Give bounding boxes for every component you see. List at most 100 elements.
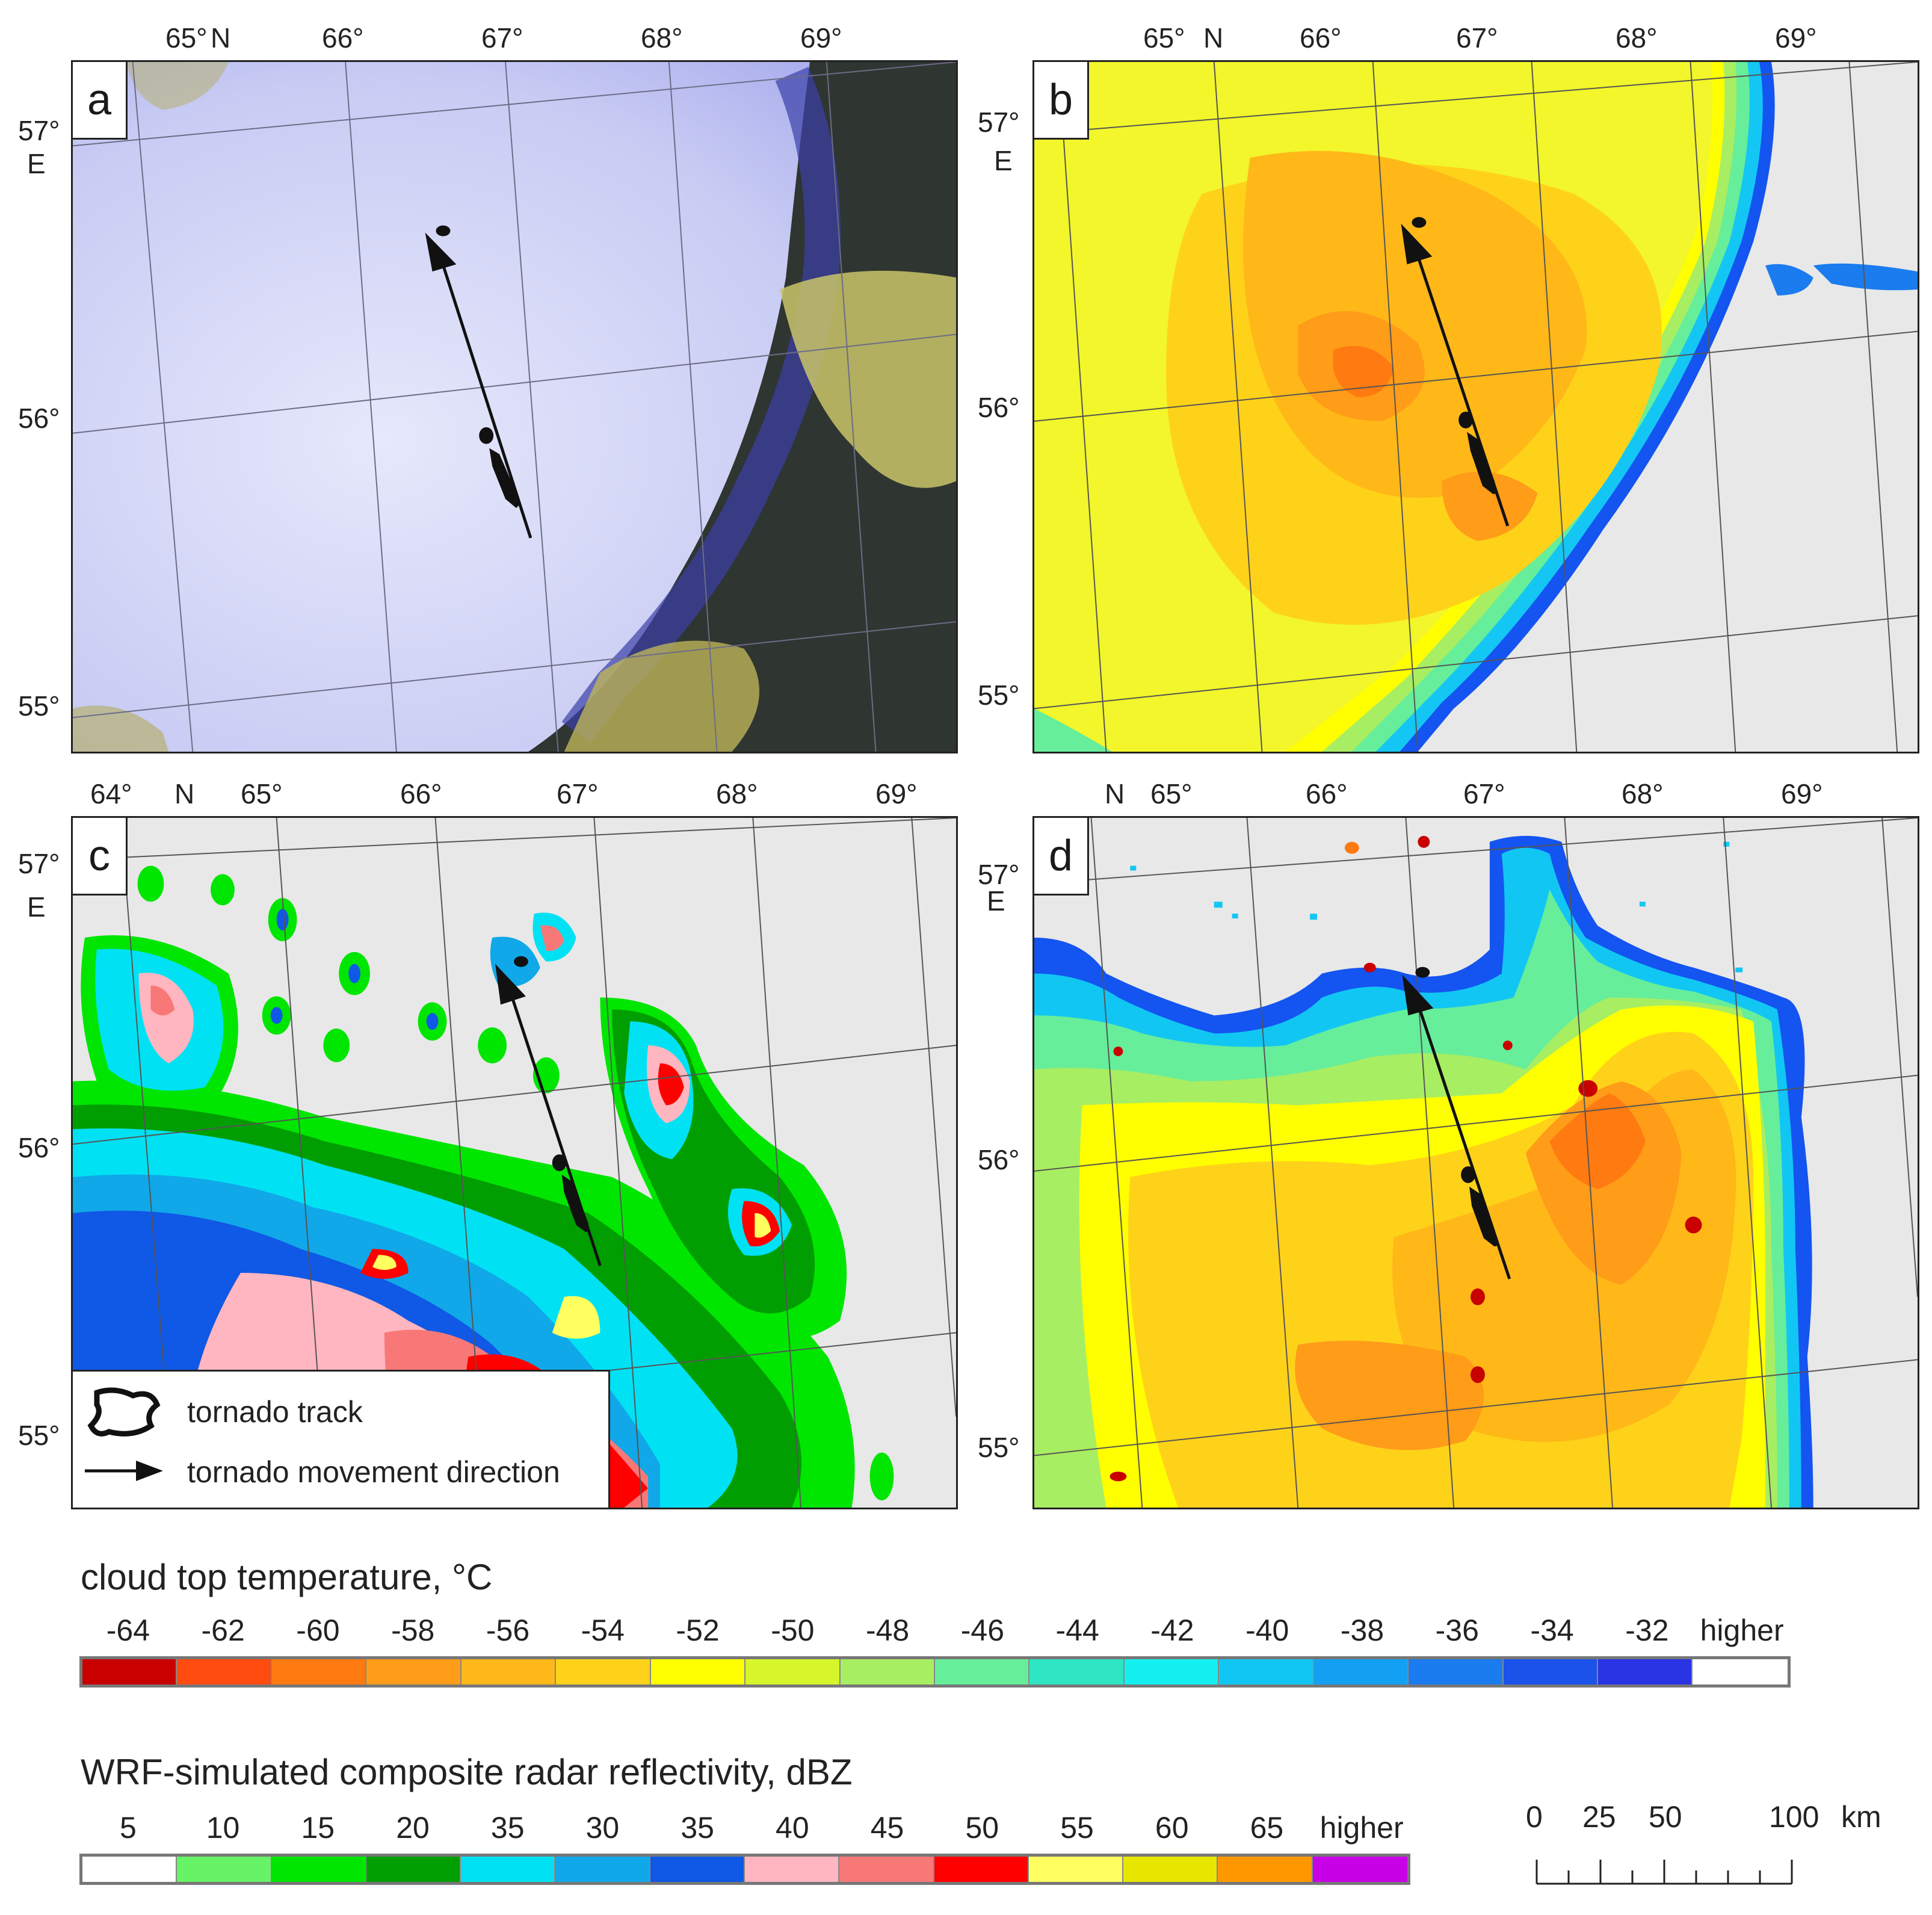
panel-d-lat-E: E <box>987 885 1005 917</box>
cloud-top-temp-label-16: -32 <box>1625 1613 1669 1647</box>
cloud-top-temp-swatch-14 <box>1409 1659 1504 1685</box>
radar-reflectivity-swatch-6 <box>650 1857 745 1882</box>
panel-d-wrf-cloud-top-temperature: d <box>1032 816 1919 1509</box>
tornado-direction-arrow-c <box>495 964 526 1005</box>
panel-b-lat-57: 57° <box>978 107 1020 138</box>
panel-d-lat-56: 56° <box>978 1144 1020 1175</box>
panel-d-label: d <box>1034 818 1089 896</box>
panel-c-lat-57: 57° <box>18 848 60 879</box>
panel-a-lat-56: 56° <box>18 403 60 434</box>
cloud-top-temp-label-10: -44 <box>1055 1613 1099 1647</box>
radar-reflectivity-label-13: higher <box>1319 1811 1404 1845</box>
graticule-a <box>73 62 956 752</box>
cloud-top-temp-swatch-4 <box>461 1659 557 1685</box>
radar-reflectivity-swatch-0 <box>82 1857 177 1882</box>
radar-reflectivity-swatch-7 <box>744 1857 840 1882</box>
radar-reflectivity-label-10: 55 <box>1060 1811 1094 1845</box>
cloud-top-temp-label-17: higher <box>1700 1613 1784 1647</box>
radar-reflectivity-swatch-11 <box>1123 1857 1218 1882</box>
panel-a-lon-67: 67° <box>481 22 523 54</box>
radar-reflectivity-label-12: 65 <box>1250 1811 1284 1845</box>
panel-a-lat-57: 57° <box>18 115 60 146</box>
panel-b-lon-N: N <box>1203 22 1224 54</box>
tornado-direction-arrow-a <box>425 232 457 272</box>
panel-d-lon-67: 67° <box>1463 778 1505 809</box>
radar-reflectivity-label-11: 60 <box>1155 1811 1189 1845</box>
cloud-top-temp-label-9: -46 <box>960 1613 1005 1647</box>
panel-c-lon-68: 68° <box>716 778 758 809</box>
panel-c-lat-E: E <box>27 891 46 923</box>
radar-reflectivity-label-4: 35 <box>490 1811 525 1845</box>
panel-d-lon-66: 66° <box>1306 778 1348 809</box>
panel-c-label: c <box>73 818 128 896</box>
panel-a-lat-55: 55° <box>18 690 60 722</box>
radar-reflectivity-label-0: 5 <box>119 1811 137 1845</box>
cloud-top-temp-swatch-5 <box>556 1659 651 1685</box>
panel-d-lon-65: 65° <box>1150 778 1193 809</box>
cloud-top-temp-label-5: -54 <box>581 1613 625 1647</box>
cloud-top-temp-swatch-12 <box>1219 1659 1314 1685</box>
panel-d-lon-68: 68° <box>1622 778 1664 809</box>
panel-b-lon-66: 66° <box>1300 22 1342 54</box>
cloud-top-temp-swatch-16 <box>1598 1659 1693 1685</box>
cloud-top-temp-label-8: -48 <box>865 1613 910 1647</box>
radar-reflectivity-swatch-3 <box>366 1857 461 1882</box>
cloud-top-temp-swatch-17 <box>1693 1659 1788 1685</box>
radar-reflectivity-label-2: 15 <box>301 1811 335 1845</box>
panel-b-lon-68: 68° <box>1616 22 1658 54</box>
panel-b-lat-E: E <box>994 145 1013 176</box>
radar-reflectivity-swatch-1 <box>177 1857 272 1882</box>
panel-c-lon-67: 67° <box>557 778 599 809</box>
radar-reflectivity-label-3: 20 <box>396 1811 430 1845</box>
cloud-cells-yellow-east <box>780 270 956 488</box>
scale-label-25: 25 <box>1582 1800 1616 1834</box>
ground-dark-east <box>528 62 956 752</box>
cloud-top-temp-label-3: -58 <box>391 1613 435 1647</box>
radar-reflectivity-swatch-8 <box>839 1857 934 1882</box>
cloud-top-temp-swatch-3 <box>366 1659 461 1685</box>
panel-d-map <box>1034 818 1918 1508</box>
radar-reflectivity-colorbar <box>79 1854 1410 1885</box>
radar-reflectivity-swatch-5 <box>555 1857 650 1882</box>
panel-c-lon-69: 69° <box>875 778 918 809</box>
legend-arrow-label: tornado movement direction <box>187 1455 560 1489</box>
cloud-top-temp-swatch-15 <box>1503 1659 1598 1685</box>
scale-bar <box>1535 1860 1793 1885</box>
cloud-top-temp-label-14: -36 <box>1435 1613 1479 1647</box>
panel-a-lon-N: N <box>211 22 231 54</box>
scale-label-100: 100 <box>1769 1800 1819 1834</box>
scale-label-0: 0 <box>1526 1800 1543 1834</box>
tornado-track-c <box>514 956 590 1233</box>
radar-reflectivity-swatch-10 <box>1028 1857 1124 1882</box>
panel-d-lon-N: N <box>1105 778 1125 809</box>
panel-a-lon-68: 68° <box>641 22 683 54</box>
cloud-top-temp-label-0: -64 <box>106 1613 150 1647</box>
panel-a-lon-66: 66° <box>322 22 364 54</box>
cloud-top-temp-labels: -64 -62 -60 -58 -56 -54 -52 -50 -48 -46 -44 -42 -40 -… <box>81 1613 1789 1649</box>
panel-b-lon-65: 65° <box>1143 22 1185 54</box>
cloud-top-temp-label-6: -52 <box>676 1613 720 1647</box>
radar-reflectivity-swatch-12 <box>1218 1857 1313 1882</box>
panel-c-lon-N: N <box>174 778 195 809</box>
radar-reflectivity-label-6: 35 <box>681 1811 714 1845</box>
tornado-direction-arrow-b <box>1401 223 1433 265</box>
panel-a-lon-65: 65° <box>165 22 208 54</box>
panel-b-lat-56: 56° <box>978 392 1020 423</box>
panel-c-radar-reflectivity: c tornado track tornado movement directi… <box>71 816 958 1509</box>
panel-c-lat-56: 56° <box>18 1132 60 1163</box>
cloud-top-temp-colorbar <box>79 1656 1791 1688</box>
cloud-top-temp-swatch-11 <box>1124 1659 1220 1685</box>
cloud-top-temp-label-13: -38 <box>1340 1613 1384 1647</box>
panel-c-lon-64: 64° <box>90 778 132 809</box>
panel-d-lat-57: 57° <box>978 859 1020 890</box>
panel-c-lat-55: 55° <box>18 1420 60 1451</box>
graticule-b <box>1034 62 1918 752</box>
cloud-top-temp-swatch-6 <box>650 1659 746 1685</box>
tornado-track-b <box>1412 217 1497 495</box>
scale-unit: km <box>1841 1800 1881 1834</box>
radar-reflectivity-swatch-13 <box>1312 1857 1407 1882</box>
cloud-top-temp-swatch-13 <box>1313 1659 1409 1685</box>
panel-b-cloud-top-temperature: b <box>1032 60 1919 753</box>
cloud-top-temp-swatch-9 <box>934 1659 1030 1685</box>
panel-b-lon-67: 67° <box>1456 22 1498 54</box>
